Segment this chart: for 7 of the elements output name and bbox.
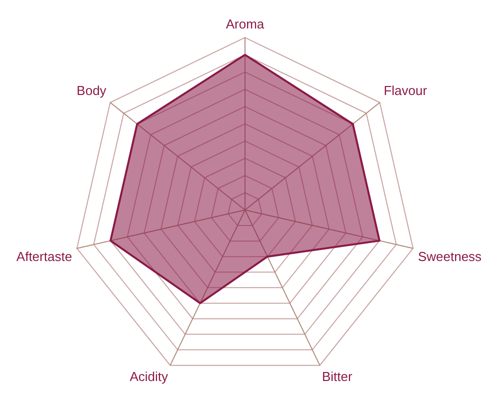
- spoke-label: Flavour: [384, 83, 428, 98]
- spoke-label: Bitter: [322, 369, 353, 384]
- spoke-label: Acidity: [130, 369, 169, 384]
- spoke-label: Aftertaste: [16, 248, 72, 264]
- spoke-label: Aroma: [226, 16, 265, 32]
- spoke-label: Body: [76, 83, 107, 98]
- spoke-label: Sweetness: [418, 248, 482, 264]
